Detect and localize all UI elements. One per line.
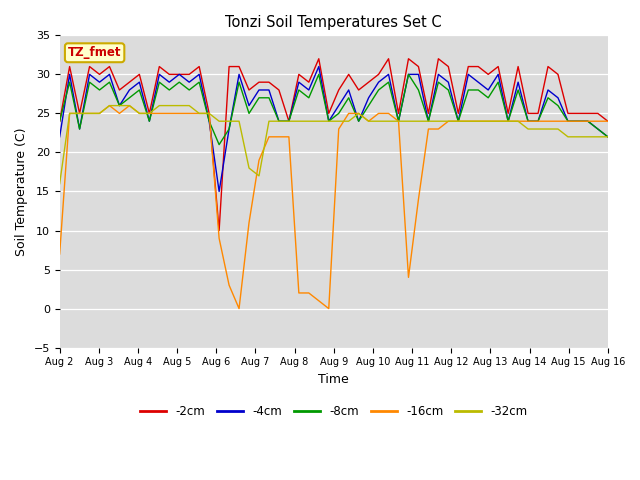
Text: TZ_fmet: TZ_fmet [68, 46, 122, 59]
X-axis label: Time: Time [318, 373, 349, 386]
Legend: -2cm, -4cm, -8cm, -16cm, -32cm: -2cm, -4cm, -8cm, -16cm, -32cm [135, 400, 532, 423]
Title: Tonzi Soil Temperatures Set C: Tonzi Soil Temperatures Set C [225, 15, 442, 30]
Y-axis label: Soil Temperature (C): Soil Temperature (C) [15, 127, 28, 256]
